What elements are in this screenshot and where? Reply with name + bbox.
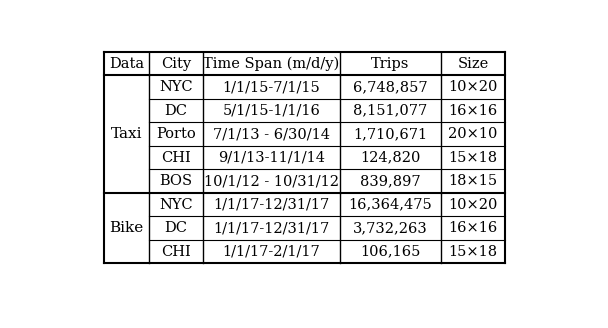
Text: BOS: BOS <box>159 174 193 188</box>
Text: NYC: NYC <box>159 198 193 212</box>
Text: 15×18: 15×18 <box>449 245 497 259</box>
Text: 16,364,475: 16,364,475 <box>348 198 432 212</box>
Text: 1/1/15-7/1/15: 1/1/15-7/1/15 <box>223 80 320 94</box>
Text: 106,165: 106,165 <box>361 245 421 259</box>
Text: CHI: CHI <box>161 245 191 259</box>
Text: Bike: Bike <box>109 221 143 235</box>
Text: CHI: CHI <box>161 151 191 165</box>
Text: DC: DC <box>165 221 188 235</box>
Text: 5/1/15-1/1/16: 5/1/15-1/1/16 <box>223 104 320 118</box>
Text: 1/1/17-12/31/17: 1/1/17-12/31/17 <box>213 198 330 212</box>
Text: 10×20: 10×20 <box>448 80 498 94</box>
Text: 6,748,857: 6,748,857 <box>353 80 428 94</box>
Text: 10/1/12 - 10/31/12: 10/1/12 - 10/31/12 <box>204 174 339 188</box>
Text: Time Span (m/d/y): Time Span (m/d/y) <box>204 56 340 71</box>
Text: 124,820: 124,820 <box>361 151 421 165</box>
Text: 16×16: 16×16 <box>448 104 497 118</box>
Text: 16×16: 16×16 <box>448 221 497 235</box>
Text: 18×15: 18×15 <box>449 174 497 188</box>
Text: Porto: Porto <box>156 127 196 141</box>
Text: 3,732,263: 3,732,263 <box>353 221 428 235</box>
Text: 20×10: 20×10 <box>448 127 498 141</box>
Text: 839,897: 839,897 <box>360 174 421 188</box>
Text: 7/1/13 - 6/30/14: 7/1/13 - 6/30/14 <box>213 127 330 141</box>
Text: Trips: Trips <box>371 57 410 71</box>
Text: City: City <box>161 57 191 71</box>
Text: 10×20: 10×20 <box>448 198 498 212</box>
Text: NYC: NYC <box>159 80 193 94</box>
Text: DC: DC <box>165 104 188 118</box>
Text: 15×18: 15×18 <box>449 151 497 165</box>
Text: 1,710,671: 1,710,671 <box>353 127 427 141</box>
Text: Data: Data <box>109 57 144 71</box>
Text: 9/1/13-11/1/14: 9/1/13-11/1/14 <box>218 151 325 165</box>
Text: Taxi: Taxi <box>111 127 142 141</box>
Text: 1/1/17-12/31/17: 1/1/17-12/31/17 <box>213 221 330 235</box>
Text: 1/1/17-2/1/17: 1/1/17-2/1/17 <box>223 245 320 259</box>
Text: Size: Size <box>457 57 489 71</box>
Text: 8,151,077: 8,151,077 <box>353 104 427 118</box>
